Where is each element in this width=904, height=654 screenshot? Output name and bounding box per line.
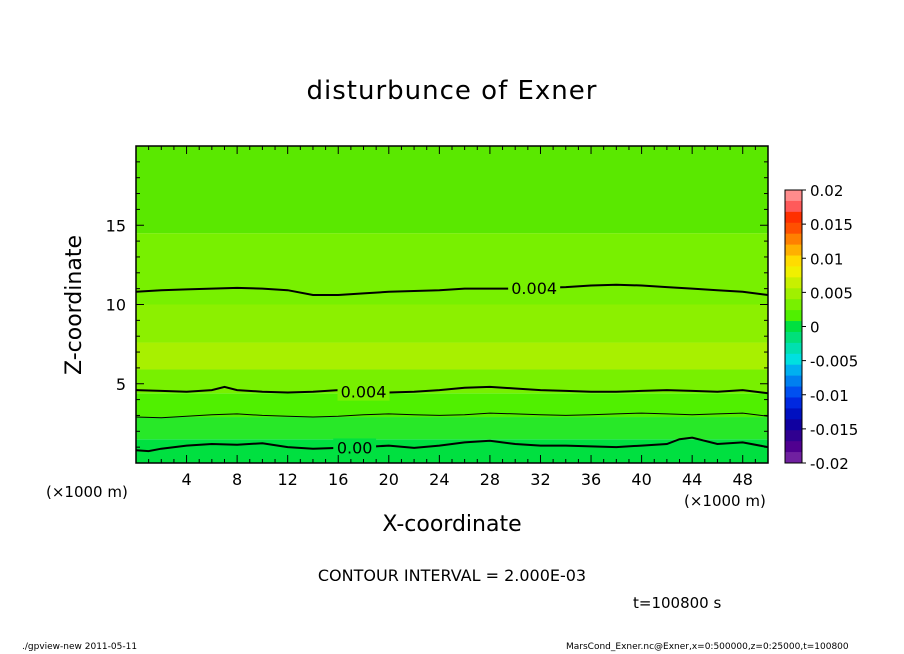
colorbar-swatch xyxy=(785,255,802,267)
colorbar-swatch xyxy=(785,244,802,257)
colorbar-tick-label: -0.02 xyxy=(810,455,849,473)
contour-label-3: 0.00 xyxy=(337,438,373,457)
colorbar-swatch xyxy=(785,277,802,289)
colorbar-swatch xyxy=(785,310,802,322)
colorbar-swatch xyxy=(785,375,802,388)
colorbar-tick-label: -0.01 xyxy=(810,387,849,405)
contour-line-0 xyxy=(135,283,769,296)
y-tick-label: 15 xyxy=(106,216,126,235)
colorbar-swatch xyxy=(785,441,802,453)
contour-label-bg-0 xyxy=(508,279,561,298)
contour-line-2 xyxy=(135,412,769,419)
x-unit-right: (×1000 m) xyxy=(684,492,766,510)
colorbar-swatch xyxy=(785,288,802,300)
colorbar-swatch xyxy=(785,331,802,344)
colorbar-swatch xyxy=(785,419,802,431)
footer-right: MarsCond_Exner.nc@Exner,x=0:500000,z=0:2… xyxy=(566,642,849,652)
contour-line-3 xyxy=(135,436,769,453)
x-tick-label: 8 xyxy=(232,470,242,489)
field-band-7 xyxy=(136,146,768,234)
colorbar-tick-label: 0.005 xyxy=(810,284,853,302)
x-tick-label: 36 xyxy=(581,470,601,489)
contour-label-1: 0.004 xyxy=(341,383,387,402)
field-band-1 xyxy=(136,417,768,440)
x-tick-label: 32 xyxy=(530,470,550,489)
x-tick-label: 24 xyxy=(429,470,449,489)
colorbar-swatch xyxy=(785,397,802,409)
colorbar-swatch xyxy=(785,211,802,224)
colorbar-swatch xyxy=(785,233,802,246)
contour-label-0: 0.004 xyxy=(511,279,557,298)
contour-line-1 xyxy=(135,385,769,395)
contour-lines: 0.004 0.004 0.00 xyxy=(135,279,769,457)
x-axis-label: X-coordinate xyxy=(382,512,522,537)
colorbar-swatch xyxy=(785,299,802,311)
footer-left: ./gpview-new 2011-05-11 xyxy=(22,642,138,652)
colorbar-swatch xyxy=(785,386,802,398)
x-tick-label: 12 xyxy=(278,470,298,489)
time-label: t=100800 s xyxy=(633,594,722,612)
field-band-3 xyxy=(136,369,768,394)
field-band-6 xyxy=(136,233,768,305)
contour-label-bg-1 xyxy=(337,382,390,401)
colorbar-swatch xyxy=(785,364,802,377)
x-tick-label: 28 xyxy=(480,470,500,489)
x-axis: 4 8 12 16 20 24 28 32 36 40 44 48 xyxy=(148,146,756,489)
colorbar-swatch xyxy=(785,222,802,235)
colorbar: 0.02 0.015 0.01 0.005 0 -0.005 -0.01 -0.015 -0.0… xyxy=(784,182,858,473)
y-tick-label: 5 xyxy=(116,375,126,394)
field-band-2 xyxy=(136,393,768,418)
colorbar-tick-label: 0.015 xyxy=(810,216,853,234)
colorbar-swatch xyxy=(785,353,802,366)
colorbar-swatch xyxy=(785,342,802,355)
colorbar-swatch xyxy=(785,190,802,202)
contour-interval-label: CONTOUR INTERVAL = 2.000E-03 xyxy=(317,566,587,585)
x-tick-label: 16 xyxy=(328,470,348,489)
x-unit-left: (×1000 m) xyxy=(46,483,128,501)
colorbar-tick-label: 0.02 xyxy=(810,182,843,200)
field-bands xyxy=(136,146,768,463)
colorbar-swatch xyxy=(785,430,802,442)
field-band-4 xyxy=(136,342,768,370)
colorbar-swatch xyxy=(785,452,802,464)
x-tick-label: 48 xyxy=(733,470,753,489)
chart-title: disturbunce of Exner xyxy=(306,76,598,106)
y-tick-label: 10 xyxy=(106,296,126,315)
x-tick-label: 4 xyxy=(181,470,191,489)
colorbar-tick-label: -0.005 xyxy=(810,353,858,371)
contour-label-bg-3 xyxy=(333,438,377,457)
y-axis: 5 10 15 xyxy=(106,161,768,448)
x-tick-label: 20 xyxy=(379,470,399,489)
colorbar-swatch xyxy=(785,408,802,420)
colorbar-swatch xyxy=(785,200,802,213)
colorbar-swatch xyxy=(785,321,802,333)
x-tick-label: 40 xyxy=(631,470,651,489)
y-axis-label: Z-coordinate xyxy=(62,235,87,375)
colorbar-tick-label: -0.015 xyxy=(810,421,858,439)
colorbar-swatch xyxy=(785,266,802,278)
field-band-0 xyxy=(136,439,768,463)
colorbar-tick-label: 0.01 xyxy=(810,250,843,268)
colorbar-tick-label: 0 xyxy=(810,319,820,337)
x-tick-label: 44 xyxy=(682,470,702,489)
field-band-5 xyxy=(136,304,768,343)
